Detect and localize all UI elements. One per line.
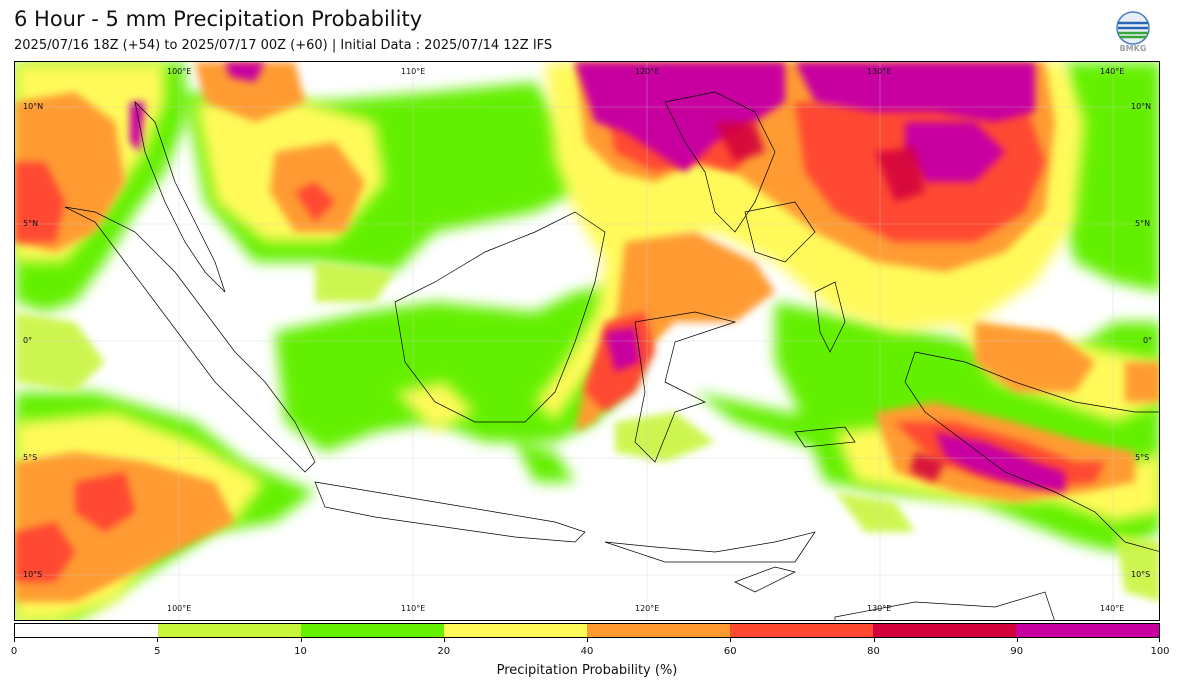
timor-coast [734, 566, 797, 593]
lon-label-bottom-120: 120°E [635, 604, 660, 613]
lon-label-bottom-140: 140°E [1100, 604, 1125, 613]
coastlines [64, 91, 1159, 620]
halmahera-coast [814, 281, 846, 353]
seram-coast [794, 426, 856, 448]
bmkg-logo-icon [1116, 11, 1150, 45]
chart-title: 6 Hour - 5 mm Precipitation Probability [14, 7, 423, 31]
colorbar-segment [301, 624, 444, 637]
field-80-90 [715, 122, 945, 482]
lat-label-left-5s: 5°S [23, 453, 38, 462]
field-90-100 [130, 62, 1065, 492]
lon-label-top-140: 140°E [1100, 67, 1125, 76]
map-panel: 100°E 110°E 120°E 130°E 140°E 100°E 110°… [14, 61, 1160, 621]
colorbar-segment [1016, 624, 1159, 637]
mindanao-coast [744, 201, 816, 263]
lat-label-right-5n: 5°N [1135, 219, 1151, 228]
colorbar-segment [587, 624, 730, 637]
lon-label-bottom-100: 100°E [167, 604, 192, 613]
sulawesi-coast [634, 311, 737, 463]
colorbar-tick-label: 10 [294, 646, 307, 657]
colorbar-tick-label: 0 [10, 646, 18, 657]
lat-label-right-5s: 5°S [1135, 453, 1150, 462]
colorbar-tick-label: 60 [723, 646, 737, 657]
colorbar-tick-mark [873, 638, 875, 642]
lon-label-bottom-130: 130°E [867, 604, 892, 613]
lon-label-top-100: 100°E [167, 67, 192, 76]
lat-label-left-10n: 10°N [23, 102, 44, 111]
philippines-coast [664, 91, 776, 233]
colorbar-segment [873, 624, 1016, 637]
lesser-sunda-coast [604, 531, 816, 563]
colorbar-tick-mark [443, 638, 445, 642]
colorbar-segment [730, 624, 873, 637]
colorbar-tick-mark [730, 638, 732, 642]
australia-coast [834, 591, 1055, 620]
graticule [15, 62, 1159, 620]
colorbar-tick-mark [157, 638, 159, 642]
colorbar-tick-mark [14, 638, 15, 642]
colorbar-tick-label: 20 [437, 646, 451, 657]
sumatra-coast [64, 206, 316, 473]
colorbar-tick-label: 5 [154, 646, 161, 657]
colorbar [14, 623, 1160, 638]
java-coast [314, 481, 586, 543]
colorbar-tick-label: 40 [580, 646, 594, 657]
lat-label-left-10s: 10°S [23, 570, 43, 579]
lat-label-right-10n: 10°N [1131, 102, 1152, 111]
field-5-10 [15, 262, 1159, 602]
colorbar-segment [15, 624, 158, 637]
lat-label-right-10s: 10°S [1131, 570, 1151, 579]
colorbar-segment [444, 624, 587, 637]
colorbar-tick-mark [587, 638, 588, 642]
malay-peninsula-coast [134, 100, 226, 293]
borneo-coast [394, 211, 606, 423]
lat-label-left-5n: 5°N [23, 219, 39, 228]
lat-label-right-0: 0° [1143, 336, 1153, 345]
lon-label-bottom-110: 110°E [401, 604, 426, 613]
lon-label-top-110: 110°E [401, 67, 426, 76]
lat-label-left-0: 0° [23, 336, 33, 345]
colorbar-label: Precipitation Probability (%) [496, 663, 678, 678]
colorbar-tick-mark [1159, 638, 1160, 642]
colorbar-segment [158, 624, 301, 637]
new-guinea-coast [904, 351, 1159, 552]
chart-subtitle: 2025/07/16 18Z (+54) to 2025/07/17 00Z (… [14, 38, 553, 53]
colorbar-tick-label: 100 [1150, 646, 1170, 657]
lon-label-top-130: 130°E [867, 67, 892, 76]
colorbar-tick-mark [300, 638, 302, 642]
colorbar-tick-mark [1016, 638, 1018, 642]
lon-label-top-120: 120°E [635, 67, 660, 76]
colorbar-tick-label: 80 [867, 646, 880, 657]
precipitation-map [15, 62, 1159, 620]
logo-text: BMKG [1119, 44, 1147, 53]
colorbar-tick-label: 90 [1010, 646, 1024, 657]
